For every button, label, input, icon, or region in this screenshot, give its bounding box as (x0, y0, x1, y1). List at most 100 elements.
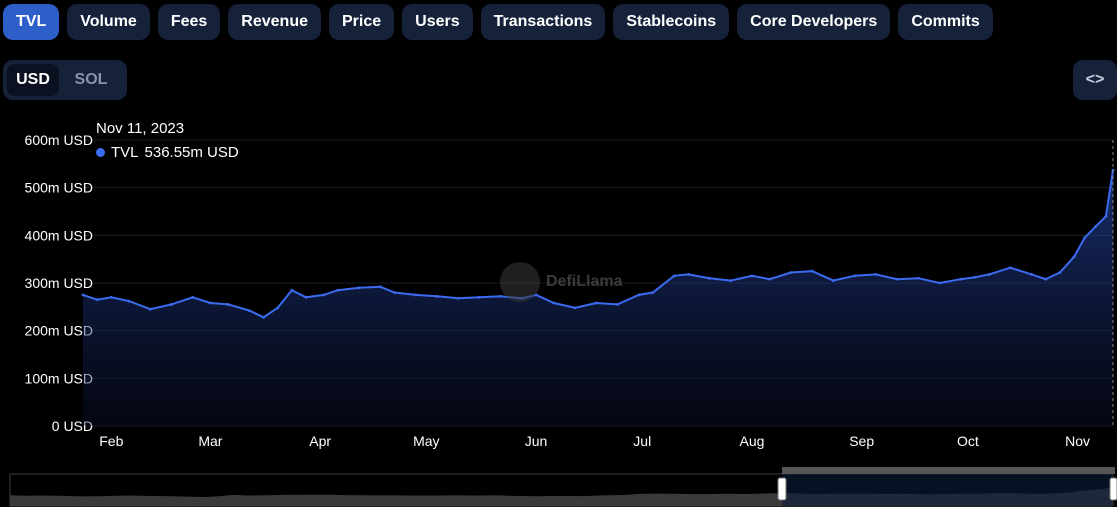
tvl-point (95, 298, 99, 302)
y-tick-label: 600m USD (25, 132, 93, 148)
x-tick-label: Mar (198, 433, 222, 449)
tvl-point (750, 274, 754, 278)
llama-logo-icon (500, 262, 540, 302)
tvl-point (1030, 273, 1033, 276)
tvl-point (729, 279, 733, 283)
tooltip-series: TVL (111, 144, 139, 161)
tvl-point (435, 294, 439, 298)
tvl-point (127, 299, 131, 303)
tvl-point (916, 276, 920, 280)
tab-users[interactable]: Users (402, 4, 473, 40)
tvl-point (708, 276, 711, 280)
tooltip-date: Nov 11, 2023 (96, 120, 185, 137)
range-slider[interactable] (0, 466, 1117, 507)
tab-tvl[interactable]: TVL (3, 4, 60, 40)
tab-stablecoins[interactable]: Stablecoins (613, 4, 730, 40)
x-tick-label: Aug (740, 433, 765, 449)
watermark-text: DefiLlama (546, 273, 623, 290)
x-tick-label: Apr (309, 433, 331, 449)
tvl-point (148, 307, 152, 311)
tvl-point (170, 303, 173, 306)
tvl-point (322, 293, 326, 297)
tvl-chart[interactable]: 0 USD 100m USD 200m USD 300m USD 400m USD 500… (0, 110, 1117, 460)
tvl-point (1104, 214, 1108, 218)
tvl-point (276, 306, 280, 310)
range-handle-right[interactable] (1109, 477, 1117, 501)
tvl-point (226, 303, 230, 306)
tab-fees[interactable]: Fees (157, 4, 221, 40)
tvl-point (499, 294, 503, 298)
tvl-point (191, 295, 195, 299)
tvl-point (973, 275, 977, 279)
tvl-point (552, 301, 556, 305)
tvl-point (573, 306, 577, 310)
tvl-point (1072, 255, 1076, 259)
range-drag-bar (782, 467, 1115, 474)
tvl-point (109, 295, 113, 299)
currency-sol-button[interactable]: SOL (74, 71, 108, 88)
tvl-point (637, 293, 641, 297)
tvl-point (810, 269, 814, 273)
embed-code-button[interactable]: <> (1073, 60, 1117, 100)
y-tick-label: 400m USD (25, 227, 93, 243)
currency-toggle: USD SOL (3, 60, 127, 100)
tvl-area (83, 170, 1113, 426)
tvl-point (1044, 277, 1048, 281)
tvl-point (304, 295, 308, 299)
y-tick-label: 100m USD (25, 370, 93, 386)
tvl-point (651, 291, 655, 294)
tvl-point (959, 277, 963, 281)
tvl-point (672, 274, 676, 278)
tvl-line (82, 170, 1114, 319)
x-tick-label: Jul (633, 433, 651, 449)
series-dot-icon (96, 148, 105, 157)
tvl-point (987, 273, 991, 276)
tvl-point (478, 295, 481, 299)
x-tick-label: Sep (849, 433, 874, 449)
x-tick-label: May (413, 433, 439, 449)
tab-price[interactable]: Price (329, 4, 395, 40)
tvl-point (1058, 271, 1062, 274)
x-tick-label: Feb (99, 433, 123, 449)
tvl-point (853, 274, 857, 278)
tvl-point (895, 277, 899, 281)
range-selection (782, 474, 1113, 506)
tvl-point (789, 271, 793, 274)
tab-core-developers[interactable]: Core Developers (737, 4, 891, 40)
tvl-point (336, 288, 340, 292)
range-handle-left[interactable] (777, 477, 787, 501)
tvl-point (393, 291, 396, 294)
tab-transactions[interactable]: Transactions (480, 4, 606, 40)
tvl-point (616, 303, 619, 306)
tvl-point (262, 315, 265, 319)
y-tick-label: 500m USD (25, 180, 93, 196)
tvl-point (414, 293, 418, 297)
x-tick-label: Jun (525, 433, 548, 449)
tab-revenue[interactable]: Revenue (228, 4, 321, 40)
tvl-point (81, 293, 85, 297)
y-tick-label: 0 USD (52, 418, 93, 434)
tvl-point (247, 309, 251, 313)
tvl-point (209, 301, 212, 305)
tab-commits[interactable]: Commits (898, 4, 993, 40)
tvl-point (1093, 225, 1097, 229)
metric-tabs: TVL Volume Fees Revenue Price Users Transactio… (3, 4, 993, 40)
tvl-point (874, 273, 878, 276)
tvl-point (290, 288, 294, 292)
currency-usd-button[interactable]: USD (7, 64, 59, 96)
tooltip-row: TVL 536.55m USD (96, 144, 239, 161)
tvl-point (1083, 236, 1087, 240)
x-tick-label: Nov (1065, 433, 1090, 449)
x-tick-label: Oct (957, 433, 979, 449)
tvl-point (831, 279, 835, 283)
tvl-point (686, 273, 690, 276)
tvl-point (768, 277, 772, 281)
tvl-point (594, 301, 598, 305)
tab-volume[interactable]: Volume (67, 4, 150, 40)
y-tick-label: 300m USD (25, 275, 93, 291)
tvl-point (1008, 266, 1012, 270)
tooltip-value: 536.55m USD (144, 144, 239, 161)
tvl-point (357, 286, 361, 290)
tvl-point (378, 285, 382, 289)
tvl-point (456, 296, 460, 300)
